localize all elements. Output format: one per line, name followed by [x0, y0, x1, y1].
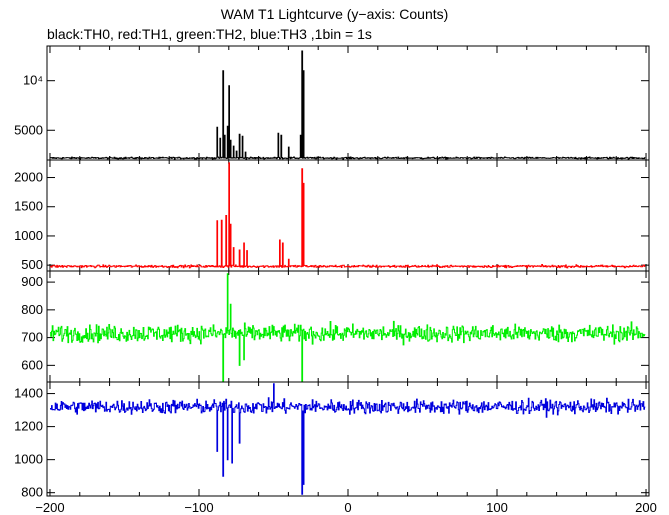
chart-title: WAM T1 Lightcurve (y−axis: Counts) — [220, 6, 449, 22]
y-tick-label-th1: 2000 — [14, 170, 43, 185]
y-tick-label-th2: 600 — [21, 357, 43, 372]
chart-subtitle: black:TH0, red:TH1, green:TH2, blue:TH3 … — [47, 26, 372, 42]
series-line-th3 — [50, 383, 646, 495]
y-tick-label-th3: 1000 — [14, 452, 43, 467]
series-line-th0 — [50, 50, 646, 160]
y-tick-label-th1: 1500 — [14, 199, 43, 214]
x-tick-label: −100 — [184, 500, 213, 515]
y-tick-label-th0: 10⁴ — [23, 73, 43, 88]
y-tick-label-th3: 1200 — [14, 419, 43, 434]
y-tick-label-th0: 5000 — [14, 122, 43, 137]
panel-frame-th3 — [46, 381, 650, 497]
y-tick-label-th2: 700 — [21, 330, 43, 345]
x-tick-label: 0 — [344, 500, 351, 515]
x-tick-label: 100 — [486, 500, 508, 515]
y-tick-label-th1: 500 — [21, 257, 43, 272]
panel-frame-th1 — [46, 159, 650, 272]
y-tick-label-th3: 800 — [21, 485, 43, 500]
x-tick-label: −200 — [35, 500, 64, 515]
y-tick-label-th2: 800 — [21, 302, 43, 317]
series-line-th1 — [50, 162, 646, 269]
y-tick-label-th2: 900 — [21, 274, 43, 289]
series-line-th2 — [50, 273, 646, 383]
panel-frame-th0 — [46, 45, 650, 161]
y-tick-label-th3: 1400 — [14, 386, 43, 401]
x-tick-label: 200 — [635, 500, 657, 515]
y-tick-label-th1: 1000 — [14, 228, 43, 243]
